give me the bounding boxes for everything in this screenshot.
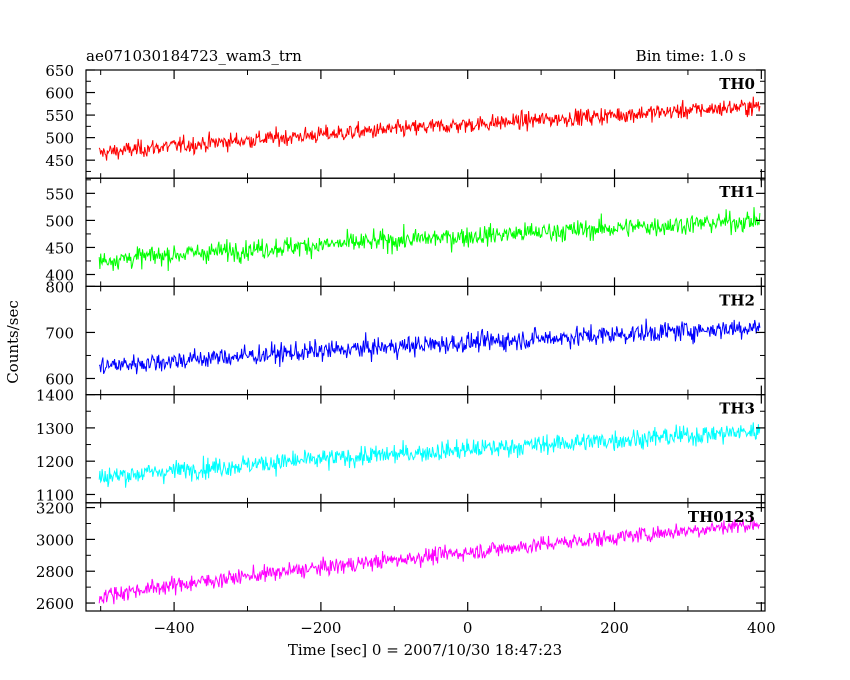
x-tick-label: 200 bbox=[600, 619, 629, 637]
y-tick-label: 2600 bbox=[36, 595, 74, 613]
y-tick-label: 1400 bbox=[36, 387, 74, 405]
x-tick-label: −200 bbox=[300, 619, 341, 637]
chart-title: ae071030184723_wam3_trn bbox=[86, 47, 302, 65]
y-tick-label: 550 bbox=[45, 107, 74, 125]
y-tick-label: 700 bbox=[45, 324, 74, 342]
y-tick-label: 600 bbox=[45, 370, 74, 388]
panels-group: 450 500 550 600 650 TH0 400 450 500 550 TH1 600 700 8… bbox=[36, 62, 776, 637]
y-tick-label: 3000 bbox=[36, 531, 74, 549]
y-tick-label: 3200 bbox=[36, 500, 74, 518]
y-tick-label: 1300 bbox=[36, 420, 74, 438]
y-tick-label: 650 bbox=[45, 62, 74, 80]
panel-label-th3: TH3 bbox=[719, 400, 755, 418]
y-tick-label: 800 bbox=[45, 278, 74, 296]
y-tick-label: 1100 bbox=[36, 486, 74, 504]
y-tick-label: 500 bbox=[45, 130, 74, 148]
y-tick-label: 450 bbox=[45, 152, 74, 170]
y-tick-label: 400 bbox=[45, 266, 74, 284]
x-axis-label: Time [sec] 0 = 2007/10/30 18:47:23 bbox=[288, 641, 562, 659]
y-tick-label: 600 bbox=[45, 85, 74, 103]
panel-frame-th0123 bbox=[85, 502, 766, 612]
panel-label-th2: TH2 bbox=[719, 291, 755, 309]
panel-label-th0123: TH0123 bbox=[688, 508, 755, 526]
series-line-th1 bbox=[98, 207, 761, 272]
y-tick-label: 450 bbox=[45, 239, 74, 257]
series-line-th0123 bbox=[98, 516, 761, 605]
panel-frame-th3 bbox=[85, 394, 766, 504]
x-tick-label: 400 bbox=[747, 619, 776, 637]
y-tick-label: 1200 bbox=[36, 453, 74, 471]
x-tick-label: −400 bbox=[153, 619, 194, 637]
y-tick-label: 500 bbox=[45, 212, 74, 230]
panel-frame-th0 bbox=[85, 69, 766, 179]
y-tick-label: 550 bbox=[45, 185, 74, 203]
panel-label-th1: TH1 bbox=[719, 183, 755, 201]
y-axis-label: Counts/sec bbox=[4, 300, 22, 384]
panel-label-th0: TH0 bbox=[719, 75, 755, 93]
series-line-th0 bbox=[98, 96, 761, 161]
bin-time-label: Bin time: 1.0 s bbox=[636, 47, 746, 65]
series-line-th3 bbox=[98, 422, 761, 488]
series-line-th2 bbox=[98, 318, 761, 375]
y-tick-label: 2800 bbox=[36, 563, 74, 581]
x-tick-label: 0 bbox=[463, 619, 473, 637]
